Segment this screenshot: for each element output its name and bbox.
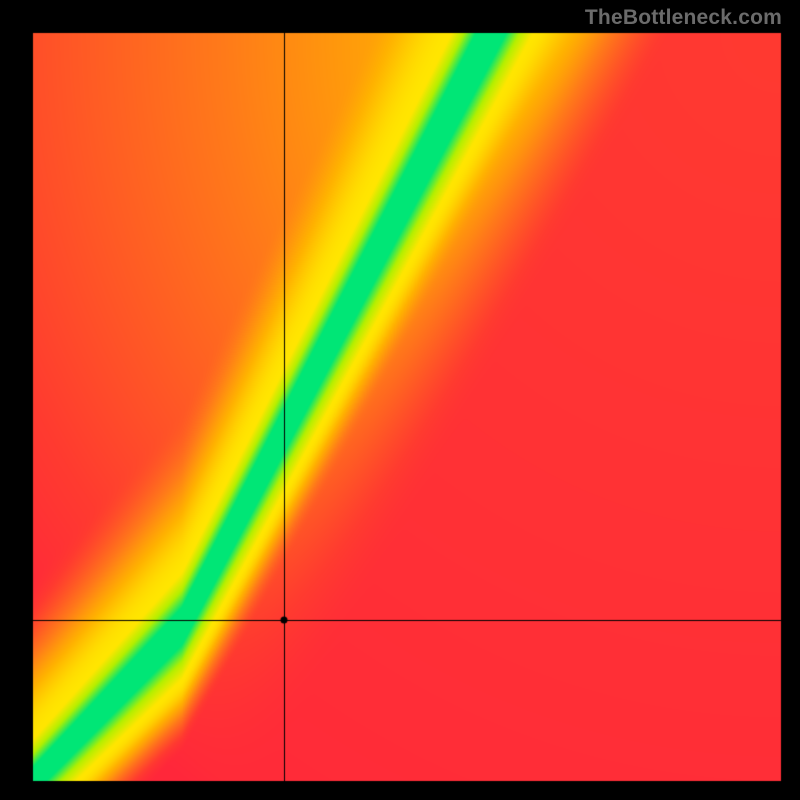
chart-container: TheBottleneck.com — [0, 0, 800, 800]
watermark-text: TheBottleneck.com — [585, 6, 782, 30]
bottleneck-heatmap — [0, 0, 800, 800]
